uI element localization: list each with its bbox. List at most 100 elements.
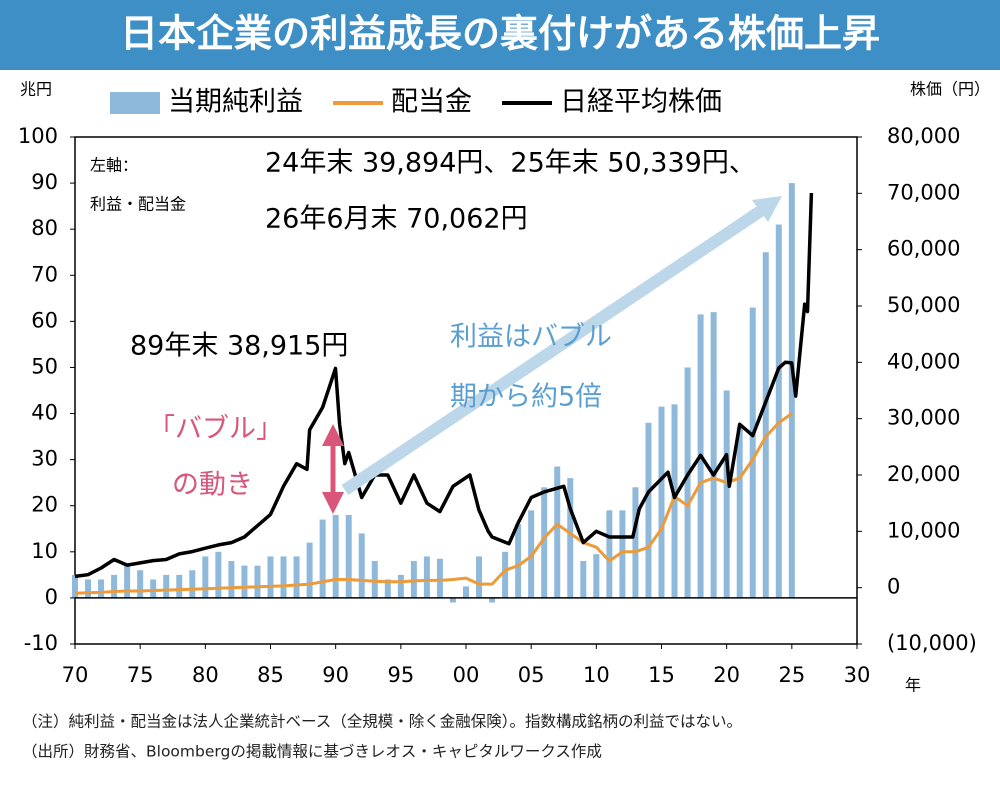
bar xyxy=(710,312,717,598)
bar xyxy=(502,551,509,598)
bar xyxy=(775,224,782,598)
bar xyxy=(98,579,105,598)
y2-tick-label: 80,000 xyxy=(887,124,960,148)
bar xyxy=(202,556,209,598)
bar xyxy=(606,510,613,598)
y2-tick-label: 50,000 xyxy=(887,293,960,317)
bar xyxy=(241,565,248,598)
annotation: 利益・配当金 xyxy=(90,195,186,214)
bar xyxy=(749,307,756,598)
y-tick-label: 10 xyxy=(31,539,58,563)
line xyxy=(74,192,814,579)
note: （出所）財務省、Bloombergの掲載情報に基づきレオス・キャピタルワークス作… xyxy=(22,743,602,761)
bar xyxy=(319,519,326,598)
bar xyxy=(85,579,92,598)
bar xyxy=(306,542,313,598)
plot-area xyxy=(72,183,814,603)
y2-tick-label: 0 xyxy=(887,575,900,599)
annotation: 「バブル」 xyxy=(148,414,283,445)
y2-tick-label: 20,000 xyxy=(887,462,960,486)
y-tick-label: 50 xyxy=(31,354,58,378)
x-tick-label: 15 xyxy=(648,663,675,687)
bar xyxy=(163,574,170,598)
line xyxy=(74,412,793,595)
x-tick-label: 30 xyxy=(844,663,871,687)
y-tick-label: 20 xyxy=(31,493,58,517)
bar xyxy=(762,252,769,598)
bar xyxy=(176,574,183,598)
bar xyxy=(645,422,652,598)
x-tick-label: 90 xyxy=(322,663,349,687)
y2-unit: 株価（円） xyxy=(910,80,990,99)
bar xyxy=(515,524,522,598)
y-tick-label: 30 xyxy=(31,447,58,471)
x-unit: 年 xyxy=(905,676,921,695)
x-tick-label: 00 xyxy=(453,663,480,687)
y2-tick-label: 10,000 xyxy=(887,518,960,542)
bar xyxy=(541,487,548,598)
legend-swatch xyxy=(110,92,160,114)
bar xyxy=(658,406,665,598)
bar xyxy=(332,514,339,598)
y-tick-label: 60 xyxy=(31,308,58,332)
y2-tick-label: 70,000 xyxy=(887,180,960,204)
bar xyxy=(345,514,352,598)
y2-tick-label: (10,000) xyxy=(887,631,977,655)
bar xyxy=(72,574,78,598)
y-tick-label: 70 xyxy=(31,262,58,286)
trend-arrow-head xyxy=(752,196,782,222)
legend-label: 配当金 xyxy=(391,87,472,118)
bar xyxy=(189,570,196,598)
x-tick-label: 95 xyxy=(387,663,414,687)
x-tick-label: 75 xyxy=(127,663,154,687)
bar xyxy=(671,404,678,598)
bar xyxy=(788,183,795,598)
note: （注）純利益・配当金は法人企業統計ベース（全規模・除く金融保険）。指数構成銘柄の… xyxy=(22,713,742,731)
bar xyxy=(554,466,561,598)
y-unit: 兆円 xyxy=(20,80,52,99)
x-tick-label: 10 xyxy=(583,663,610,687)
bar xyxy=(111,574,118,598)
y2-tick-label: 60,000 xyxy=(887,237,960,261)
y-tick-label: 0 xyxy=(45,585,58,609)
bar xyxy=(371,561,378,598)
annotation: 26年6月末 70,062円 xyxy=(265,204,528,235)
bar xyxy=(632,487,639,598)
bar xyxy=(567,478,574,598)
legend-label: 日経平均株価 xyxy=(560,87,722,118)
bar xyxy=(124,565,131,598)
bar xyxy=(137,570,144,598)
x-tick-label: 05 xyxy=(518,663,545,687)
bar xyxy=(619,510,626,598)
bar xyxy=(280,556,287,598)
annotation: 24年末 39,894円、25年末 50,339円、 xyxy=(265,148,756,179)
trend-arrow xyxy=(341,203,769,495)
bar xyxy=(580,561,587,598)
bar xyxy=(397,574,404,598)
annotation: の動き xyxy=(172,470,253,501)
y-tick-label: 100 xyxy=(18,124,58,148)
bar xyxy=(476,556,483,598)
x-tick-label: 80 xyxy=(192,663,219,687)
bubble-arrow-head xyxy=(322,424,344,446)
bar xyxy=(254,565,261,598)
x-tick-label: 70 xyxy=(62,663,89,687)
bar xyxy=(228,561,235,598)
bar xyxy=(293,556,300,598)
y2-tick-label: 40,000 xyxy=(887,349,960,373)
annotation: 期から約5倍 xyxy=(450,382,602,413)
x-tick-label: 20 xyxy=(713,663,740,687)
bar xyxy=(384,579,391,598)
x-tick-label: 85 xyxy=(257,663,284,687)
annotation: 89年末 38,915円 xyxy=(130,331,348,362)
bar xyxy=(358,533,365,598)
title-bar xyxy=(0,0,1000,70)
y2-tick-label: 30,000 xyxy=(887,406,960,430)
bar xyxy=(436,558,443,598)
bar xyxy=(593,554,600,598)
x-tick-label: 25 xyxy=(778,663,805,687)
bar xyxy=(449,597,456,603)
bar xyxy=(463,586,469,598)
bar xyxy=(723,390,730,598)
